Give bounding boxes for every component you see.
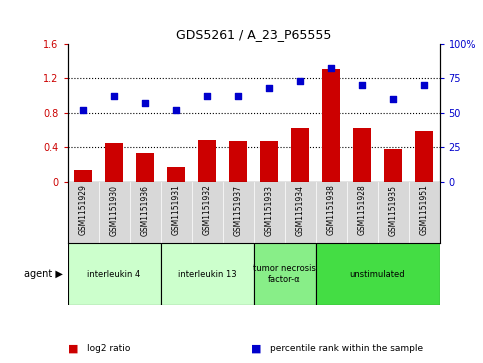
Bar [415, 131, 433, 182]
Text: GSM1151938: GSM1151938 [327, 184, 336, 236]
Bar [136, 153, 155, 182]
Text: unstimulated: unstimulated [350, 270, 405, 278]
Point [79, 107, 87, 113]
Text: GSM1151935: GSM1151935 [388, 184, 398, 236]
Text: GSM1151928: GSM1151928 [357, 184, 367, 235]
Point [327, 65, 335, 71]
Text: GSM1151929: GSM1151929 [79, 184, 87, 236]
Bar [198, 140, 216, 182]
Bar [322, 69, 341, 182]
Bar [229, 141, 247, 182]
Point [358, 82, 366, 88]
Point [110, 93, 118, 99]
Bar [105, 143, 124, 182]
Point [420, 82, 428, 88]
Point [296, 78, 304, 84]
Text: interleukin 13: interleukin 13 [178, 270, 236, 278]
Bar [254, 243, 315, 305]
Title: GDS5261 / A_23_P65555: GDS5261 / A_23_P65555 [176, 28, 331, 41]
Text: GSM1151937: GSM1151937 [234, 184, 242, 236]
Bar [161, 243, 254, 305]
Text: GSM1151934: GSM1151934 [296, 184, 305, 236]
Text: GSM1151931: GSM1151931 [171, 184, 181, 236]
Bar [74, 170, 92, 182]
Point [203, 93, 211, 99]
Text: interleukin 4: interleukin 4 [87, 270, 141, 278]
Point [389, 96, 397, 102]
Bar [260, 141, 278, 182]
Text: GSM1151951: GSM1151951 [420, 184, 428, 236]
Text: percentile rank within the sample: percentile rank within the sample [270, 344, 424, 353]
Text: log2 ratio: log2 ratio [87, 344, 130, 353]
Bar [353, 128, 371, 182]
Text: GSM1151930: GSM1151930 [110, 184, 119, 236]
Text: GSM1151933: GSM1151933 [265, 184, 273, 236]
Point [172, 107, 180, 113]
Text: ■: ■ [68, 343, 78, 354]
Bar [167, 167, 185, 182]
Point [265, 85, 273, 91]
Text: agent ▶: agent ▶ [24, 269, 63, 279]
Bar [384, 149, 402, 182]
Text: GSM1151932: GSM1151932 [202, 184, 212, 236]
Text: ■: ■ [251, 343, 262, 354]
Bar [315, 243, 440, 305]
Text: tumor necrosis
factor-α: tumor necrosis factor-α [253, 264, 316, 284]
Bar [68, 243, 160, 305]
Text: GSM1151936: GSM1151936 [141, 184, 150, 236]
Bar [291, 128, 310, 182]
Point [234, 93, 242, 99]
Point [141, 100, 149, 106]
